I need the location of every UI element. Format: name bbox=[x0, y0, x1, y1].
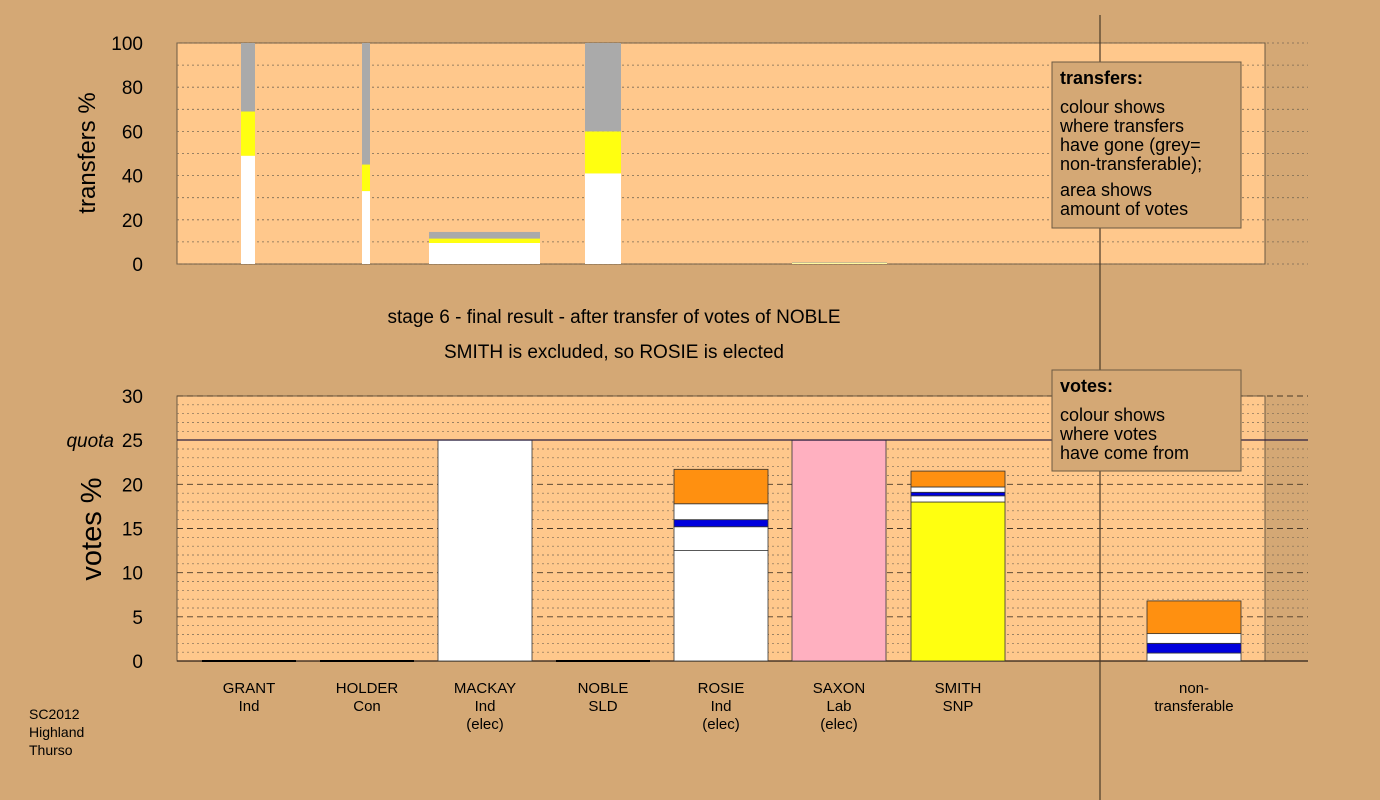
stage-subtitle: SMITH is excluded, so ROSIE is elected bbox=[444, 342, 784, 363]
transfers-legend-line: where transfers bbox=[1059, 116, 1184, 136]
vote-bar-segment bbox=[910, 470, 1006, 488]
votes-tick-label: 0 bbox=[132, 652, 143, 673]
candidate-label-line: SNP bbox=[943, 698, 974, 715]
candidate-label-line: NOBLE bbox=[578, 680, 629, 697]
vote-bar-segment bbox=[673, 550, 769, 662]
transfers-tick-label: 20 bbox=[122, 211, 143, 232]
transfers-legend-line: have gone (grey= bbox=[1060, 135, 1201, 155]
candidate-label-line: ROSIE bbox=[698, 680, 745, 697]
transfer-bar-segment bbox=[241, 155, 255, 264]
transfer-bar-segment bbox=[585, 43, 621, 132]
vote-bar-segment bbox=[910, 491, 1006, 497]
transfers-tick-label: 100 bbox=[111, 34, 143, 55]
candidate-label-line: Ind bbox=[239, 698, 260, 715]
candidate-labels: GRANTIndHOLDERConMACKAYInd(elec)NOBLESLD… bbox=[223, 680, 1234, 733]
transfers-grid bbox=[177, 42, 1308, 265]
transfer-bar-segment bbox=[429, 243, 540, 264]
votes-tick-label: 25 bbox=[122, 431, 143, 452]
transfers-legend: transfers: colour shows where transfers … bbox=[1051, 61, 1242, 229]
votes-legend-title: votes: bbox=[1060, 376, 1113, 396]
votes-y-ticks: 0 5 10 15 20 25 30 bbox=[122, 387, 143, 673]
transfer-bar-segment bbox=[792, 262, 887, 264]
transfer-bar-segment bbox=[241, 43, 255, 112]
vote-bar-segment bbox=[1146, 600, 1242, 635]
transfers-tick-label: 80 bbox=[122, 78, 143, 99]
stage-title: stage 6 - final result - after transfer … bbox=[387, 307, 840, 328]
candidate-label-line: (elec) bbox=[820, 716, 858, 733]
votes-legend: votes: colour shows where votes have com… bbox=[1051, 369, 1242, 472]
candidate-label-line: HOLDER bbox=[336, 680, 399, 697]
vote-bar-segment bbox=[673, 519, 769, 528]
votes-y-axis-title: votes % bbox=[76, 477, 108, 580]
transfer-bar-segment bbox=[362, 164, 370, 192]
vote-bar-segment bbox=[1146, 642, 1242, 654]
candidate-label-line: SLD bbox=[588, 698, 617, 715]
candidate-label-line: MACKAY bbox=[454, 680, 516, 697]
transfer-bar-segment bbox=[241, 111, 255, 156]
transfers-tick-label: 40 bbox=[122, 167, 143, 188]
votes-tick-label: 15 bbox=[122, 520, 143, 541]
vote-bar-segment bbox=[910, 501, 1006, 662]
transfers-bars bbox=[241, 43, 887, 264]
transfers-legend-line: area shows bbox=[1060, 180, 1152, 200]
votes-legend-line: have come from bbox=[1060, 443, 1189, 463]
vote-bar-segment bbox=[791, 439, 887, 662]
vote-bar-segment bbox=[1146, 652, 1242, 662]
candidate-label-line: Con bbox=[353, 698, 381, 715]
transfer-bar-segment bbox=[429, 238, 540, 244]
candidate-label-line: (elec) bbox=[702, 716, 740, 733]
candidate-label-line: Ind bbox=[475, 698, 496, 715]
transfers-legend-line: amount of votes bbox=[1060, 199, 1188, 219]
vote-bar-segment bbox=[673, 503, 769, 521]
transfer-bar-segment bbox=[792, 263, 887, 264]
transfers-legend-line: colour shows bbox=[1060, 97, 1165, 117]
votes-tick-label: 5 bbox=[132, 608, 143, 629]
transfers-legend-line: non-transferable); bbox=[1060, 154, 1202, 174]
transfers-y-axis-title: transfers % bbox=[74, 92, 101, 213]
candidate-label-line: Lab bbox=[826, 698, 851, 715]
vote-bar-segment bbox=[673, 526, 769, 551]
transfers-tick-label: 60 bbox=[122, 122, 143, 143]
candidate-label-line: non- bbox=[1179, 680, 1209, 697]
votes-legend-line: colour shows bbox=[1060, 405, 1165, 425]
source-note-line: SC2012 bbox=[29, 706, 80, 722]
candidate-label-line: SMITH bbox=[935, 680, 982, 697]
votes-tick-label: 30 bbox=[122, 387, 143, 408]
transfer-bar-segment bbox=[362, 43, 370, 165]
votes-legend-line: where votes bbox=[1059, 424, 1157, 444]
transfer-bar-segment bbox=[429, 231, 540, 239]
transfer-bar-segment bbox=[362, 191, 370, 264]
vote-bar-segment bbox=[437, 439, 533, 662]
source-note-line: Thurso bbox=[29, 742, 73, 758]
vote-bar-segment bbox=[673, 468, 769, 505]
transfers-y-ticks: 0 20 40 60 80 100 bbox=[111, 34, 143, 276]
candidate-label-line: SAXON bbox=[813, 680, 866, 697]
vote-bar-segment bbox=[910, 486, 1006, 493]
source-note-line: Highland bbox=[29, 724, 84, 740]
votes-tick-label: 10 bbox=[122, 564, 143, 585]
quota-label: quota bbox=[66, 431, 114, 452]
transfer-bar-segment bbox=[792, 262, 887, 263]
candidate-label-line: GRANT bbox=[223, 680, 276, 697]
candidate-label-line: Ind bbox=[711, 698, 732, 715]
transfer-bar-segment bbox=[585, 173, 621, 264]
transfers-legend-title: transfers: bbox=[1060, 68, 1143, 88]
votes-tick-label: 20 bbox=[122, 475, 143, 496]
candidate-label-line: (elec) bbox=[466, 716, 504, 733]
transfer-bar-segment bbox=[585, 131, 621, 174]
vote-bar-segment bbox=[910, 495, 1006, 503]
votes-bars bbox=[202, 439, 1242, 662]
candidate-label-line: transferable bbox=[1154, 698, 1233, 715]
transfers-tick-label: 0 bbox=[132, 255, 143, 276]
vote-bar-segment bbox=[1146, 633, 1242, 644]
